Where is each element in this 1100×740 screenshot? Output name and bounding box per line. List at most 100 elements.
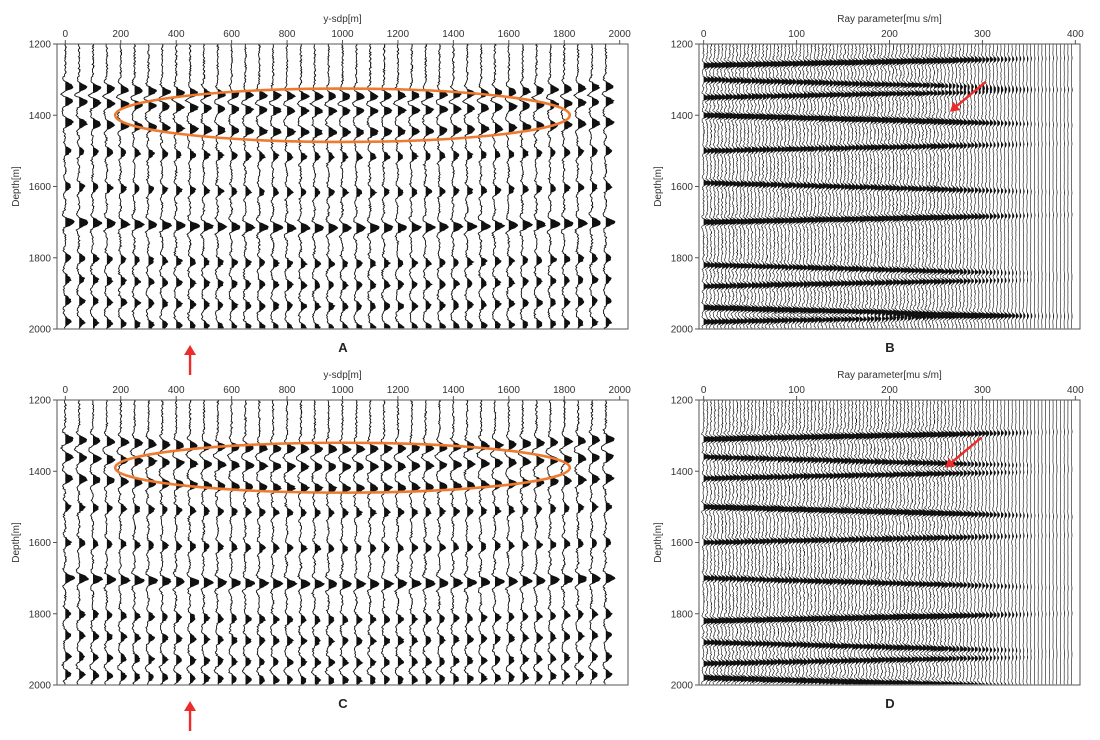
trace-line [573,400,588,685]
trace-fill [733,400,740,685]
trace-line [268,400,284,685]
y-tick-label: 1400 [29,111,52,122]
trace-line [723,44,733,329]
trace-fill [807,44,815,329]
trace-line [860,400,871,685]
trace-line [269,44,284,329]
trace-fill [752,44,759,329]
trace-fill [852,44,859,329]
trace-line [741,44,752,329]
trace-fill [818,44,825,329]
trace-line [999,400,1004,685]
trace-line [366,44,380,329]
trace-fill [439,44,449,329]
trace-line [965,400,973,685]
y-tick-label: 1200 [671,40,694,51]
trace-line [1048,400,1051,685]
trace-line [1059,400,1062,685]
x-tick-label: 400 [168,385,185,396]
trace-fill [106,400,116,685]
panel-d: 0 100 200 300 400 1200 1400 1600 1800 2000 Ray par… [653,370,1084,711]
trace-fill [1001,400,1004,685]
trace-fill [885,44,893,329]
y-tick-label: 1200 [29,396,52,407]
highlight-ellipse [113,87,572,144]
trace-line [912,400,923,685]
trace-fill [937,44,945,329]
x-tick-label: 1200 [387,385,410,396]
trace-line [749,44,759,329]
trace-fill [848,44,855,329]
trace-fill [740,400,748,685]
trace-line [894,400,904,685]
trace-fill [752,400,759,685]
trace-line [701,44,711,329]
trace-line [973,400,980,685]
trace-line [965,44,974,329]
trace-line [129,400,145,685]
panel-label: D [885,696,894,711]
trace-line [87,44,103,329]
trace-line [184,44,200,329]
trace-fill [800,400,807,685]
trace-fill [120,44,130,329]
trace-line [1037,400,1040,685]
trace-fill [65,400,75,685]
pointer-arrow-icon [945,436,983,468]
trace-line [1011,400,1015,685]
trace-fill [729,400,736,685]
trace-fill [997,400,1000,685]
y-tick-label: 1400 [671,467,694,478]
trace-fill [792,44,800,329]
trace-line [942,400,952,685]
panel-label: B [885,340,894,355]
trace-line [878,44,889,329]
trace-fill [863,44,870,329]
x-tick-label: 800 [279,29,296,40]
trace-fill [941,400,948,685]
x-tick-label: 1400 [442,385,465,396]
trace-fill [878,44,885,329]
y-tick-label: 1600 [29,538,52,549]
trace-line [980,400,987,685]
trace-line [961,400,969,685]
trace-line [558,400,574,685]
trace-line [352,44,367,329]
trace-line [882,44,893,329]
trace-fill [737,44,744,329]
trace-line [901,44,912,329]
trace-fill [796,400,803,685]
trace-line [420,400,436,685]
trace-line [879,400,889,685]
trace-fill [245,44,255,329]
trace-fill [1008,400,1011,685]
trace-fill [830,44,837,329]
trace-line [842,400,853,685]
trace-line [143,400,159,685]
trace-line [827,400,837,685]
trace-line [797,400,807,685]
trace-fill [79,400,89,685]
trace-line [296,44,311,329]
trace-line [1052,44,1055,329]
y-tick-label: 2000 [29,325,52,336]
trace-fill [106,44,116,329]
y-tick-label: 2000 [671,681,694,692]
trace-fill [744,44,751,329]
trace-line [254,400,270,685]
trace-line [310,400,325,685]
trace-line [504,400,519,685]
trace-line [849,400,860,685]
trace-line [476,44,491,329]
trace-line [753,400,763,685]
trace-line [950,44,961,329]
trace-line [102,400,117,685]
trace-line [380,400,395,685]
traces-b [701,44,1073,329]
trace-line [915,400,926,685]
trace-line [1014,44,1019,329]
trace-line [587,400,601,685]
trace-line [379,44,394,329]
trace-fill [718,400,725,685]
trace-line [992,44,999,329]
